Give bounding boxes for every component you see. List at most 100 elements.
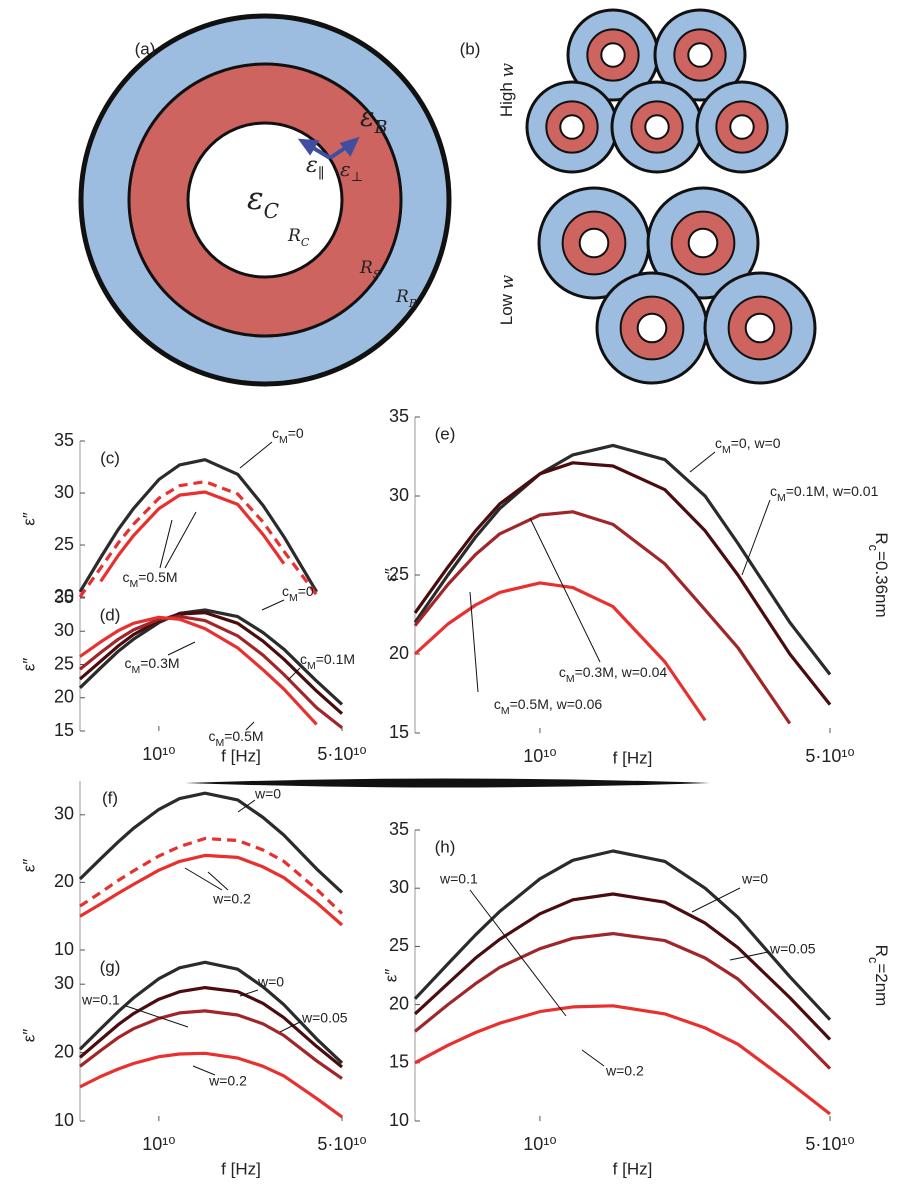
series-line bbox=[78, 611, 344, 715]
series-line bbox=[99, 490, 286, 583]
annotation: cM=0.5M bbox=[208, 728, 263, 749]
annotation: w=0.05 bbox=[301, 1010, 348, 1026]
y-tick-label: 30 bbox=[54, 804, 74, 824]
y-tick-label: 30 bbox=[54, 482, 74, 502]
annotation: cM=0, w=0 bbox=[715, 435, 781, 456]
series-line bbox=[413, 461, 832, 706]
leader-line bbox=[469, 889, 567, 1017]
x-tick-label: 5·10¹⁰ bbox=[805, 1134, 854, 1154]
y-tick-label: 20 bbox=[54, 687, 74, 707]
side-label: Rc=0.36nm bbox=[866, 532, 890, 617]
core bbox=[687, 227, 719, 259]
y-tick-label: 30 bbox=[54, 973, 74, 993]
y-tick-label: 25 bbox=[54, 653, 74, 673]
series-line bbox=[413, 849, 832, 1021]
x-tick-label: 10¹⁰ bbox=[142, 744, 175, 764]
leader-line bbox=[164, 511, 197, 569]
y-tick-label: 15 bbox=[389, 722, 409, 742]
panel-label: (h) bbox=[435, 837, 456, 856]
leader-line bbox=[159, 519, 173, 569]
y-tick-label: 25 bbox=[54, 534, 74, 554]
y-tick-label: 25 bbox=[389, 935, 409, 955]
leader-line bbox=[689, 451, 716, 473]
core bbox=[186, 121, 344, 279]
panel-label: (d) bbox=[100, 605, 121, 624]
series-line bbox=[78, 986, 344, 1069]
series-line bbox=[78, 791, 344, 894]
y-tick-label: 30 bbox=[389, 485, 409, 505]
series-line bbox=[413, 581, 707, 722]
y-tick-label: 30 bbox=[54, 620, 74, 640]
y-tick-label: 20 bbox=[389, 993, 409, 1013]
panel-label: (g) bbox=[100, 957, 121, 976]
cylinders bbox=[525, 8, 817, 385]
y-tick-label: 25 bbox=[389, 564, 409, 584]
y-axis-label: ε″ bbox=[381, 969, 400, 983]
x-axis-label: f [Hz] bbox=[613, 1159, 653, 1178]
y-tick-label: 15 bbox=[54, 720, 74, 740]
series-line bbox=[413, 932, 832, 1070]
arrows bbox=[297, 136, 360, 160]
y-axis-label: ε″ bbox=[381, 568, 400, 582]
y-tick-label: 35 bbox=[389, 406, 409, 426]
annotation: cM=0.3M bbox=[124, 655, 179, 676]
symbol: εC bbox=[247, 181, 280, 223]
y-tick-label: 15 bbox=[389, 1052, 409, 1072]
leader-line bbox=[184, 867, 223, 891]
y-axis-label: ε″ bbox=[19, 512, 38, 526]
y-tick-label: 10 bbox=[54, 939, 74, 959]
y-axis-label: ε″ bbox=[19, 859, 38, 873]
annotation: w=0 bbox=[257, 974, 284, 990]
series-line bbox=[78, 615, 343, 729]
leader-line bbox=[125, 1005, 189, 1028]
x-tick-label: 10¹⁰ bbox=[523, 746, 556, 766]
annotation: w=0 bbox=[254, 786, 281, 802]
leader-line bbox=[192, 1065, 216, 1076]
annotation: w=0.2 bbox=[208, 1073, 247, 1089]
leader-line bbox=[729, 951, 769, 961]
y-axis-label: ε″ bbox=[19, 658, 38, 672]
leader-line bbox=[469, 591, 479, 693]
panel-label: (f) bbox=[102, 788, 118, 807]
symbol: ε⊥ bbox=[340, 157, 363, 186]
core bbox=[644, 114, 670, 140]
series-line bbox=[78, 608, 344, 706]
series-line bbox=[413, 510, 792, 725]
series-line bbox=[79, 853, 344, 927]
core bbox=[578, 227, 610, 259]
annotation: cM=0.5M, w=0.06 bbox=[494, 696, 603, 717]
x-axis-label: f [Hz] bbox=[221, 746, 261, 765]
series-line bbox=[78, 960, 344, 1065]
annotation: w=0.2 bbox=[605, 1063, 644, 1079]
row-label: High w bbox=[497, 62, 517, 117]
symbol: RC bbox=[287, 226, 310, 249]
arrow-head bbox=[297, 138, 320, 156]
annotation: w=0.2 bbox=[212, 891, 251, 907]
x-tick-label: 5·10¹⁰ bbox=[317, 744, 366, 764]
panel-label: (b) bbox=[460, 39, 481, 58]
y-tick-label: 20 bbox=[54, 871, 74, 891]
y-tick-label: 35 bbox=[54, 430, 74, 450]
leader-line bbox=[741, 499, 771, 576]
leader-line bbox=[581, 1049, 605, 1067]
y-tick-label: 35 bbox=[54, 587, 74, 607]
annotation: w=0 bbox=[741, 871, 768, 887]
series-line bbox=[79, 615, 318, 726]
annotation: cM=0.1M bbox=[300, 651, 355, 672]
symbol: RS bbox=[359, 258, 381, 281]
annotation: cM=0.5M bbox=[122, 569, 177, 590]
series-line bbox=[78, 458, 318, 593]
leader-line bbox=[245, 721, 255, 731]
separator bbox=[185, 778, 710, 788]
annotation: cM=0.1M, w=0.01 bbox=[770, 483, 879, 504]
core bbox=[687, 42, 713, 68]
series-line bbox=[79, 836, 344, 915]
leader-line bbox=[167, 641, 196, 656]
panel-label: (c) bbox=[100, 448, 120, 467]
row-label: Low w bbox=[497, 274, 517, 325]
core bbox=[559, 114, 585, 140]
y-axis-label: ε″ bbox=[19, 1029, 38, 1043]
core bbox=[744, 312, 776, 344]
